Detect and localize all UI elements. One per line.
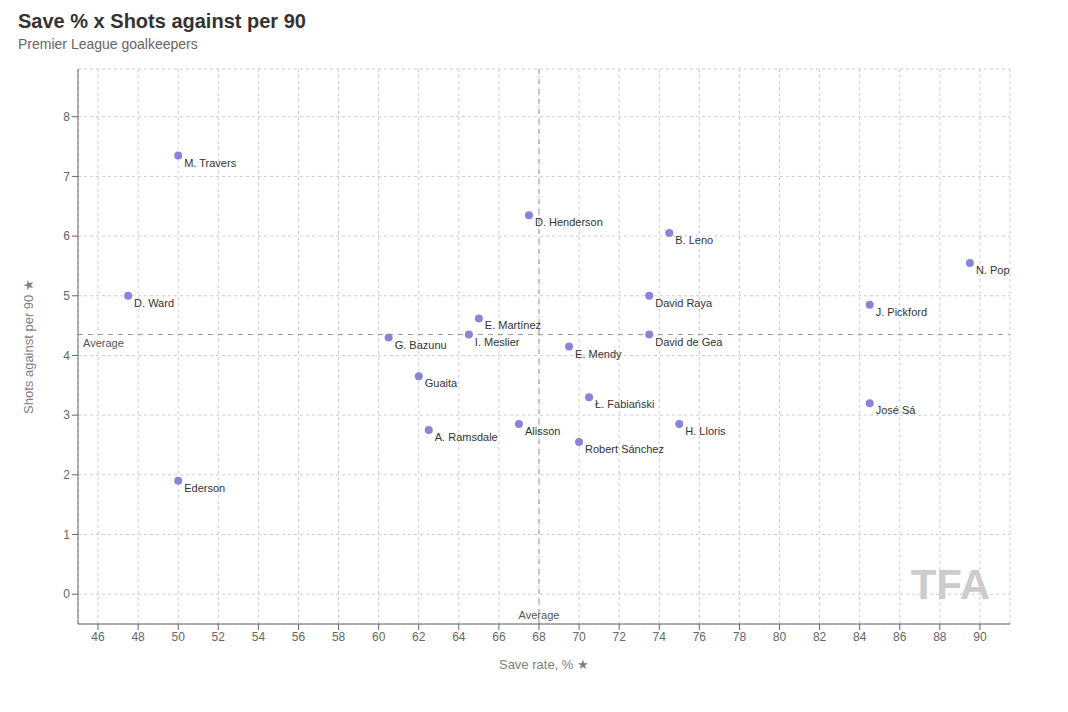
svg-text:82: 82	[813, 630, 827, 644]
svg-text:N. Pope: N. Pope	[976, 264, 1010, 276]
svg-text:52: 52	[212, 630, 226, 644]
svg-text:64: 64	[452, 630, 466, 644]
svg-text:4: 4	[63, 349, 70, 363]
svg-text:76: 76	[693, 630, 707, 644]
svg-text:I. Meslier: I. Meslier	[475, 336, 520, 348]
svg-text:70: 70	[572, 630, 586, 644]
svg-text:54: 54	[252, 630, 266, 644]
svg-text:Guaita: Guaita	[425, 377, 458, 389]
svg-text:G. Bazunu: G. Bazunu	[395, 339, 447, 351]
svg-text:A. Ramsdale: A. Ramsdale	[435, 431, 498, 443]
svg-text:J. Pickford: J. Pickford	[876, 306, 927, 318]
svg-text:74: 74	[653, 630, 667, 644]
svg-text:David de Gea: David de Gea	[655, 336, 723, 348]
svg-text:M. Travers: M. Travers	[184, 157, 236, 169]
svg-text:80: 80	[773, 630, 787, 644]
svg-text:David Raya: David Raya	[655, 297, 713, 309]
svg-text:66: 66	[492, 630, 506, 644]
svg-text:0: 0	[63, 587, 70, 601]
svg-text:3: 3	[63, 408, 70, 422]
svg-text:B. Leno: B. Leno	[675, 234, 713, 246]
svg-text:Average: Average	[519, 609, 560, 621]
svg-text:D. Ward: D. Ward	[134, 297, 174, 309]
svg-text:86: 86	[893, 630, 907, 644]
svg-text:Alisson: Alisson	[525, 425, 560, 437]
svg-text:7: 7	[63, 170, 70, 184]
svg-text:Ł. Fabiański: Ł. Fabiański	[595, 398, 654, 410]
svg-text:46: 46	[91, 630, 105, 644]
svg-text:56: 56	[292, 630, 306, 644]
html-text:Save % x Shots against per 90: Save % x Shots against per 90	[18, 10, 306, 32]
svg-text:José Sá: José Sá	[876, 404, 917, 416]
svg-text:E. Martínez: E. Martínez	[485, 319, 541, 331]
svg-text:2: 2	[63, 468, 70, 482]
svg-text:Save rate, % ★: Save rate, % ★	[499, 657, 589, 672]
svg-text:8: 8	[63, 110, 70, 124]
svg-text:Ederson: Ederson	[184, 482, 225, 494]
svg-text:84: 84	[853, 630, 867, 644]
svg-text:6: 6	[63, 229, 70, 243]
svg-text:72: 72	[612, 630, 626, 644]
svg-text:58: 58	[332, 630, 346, 644]
svg-text:D. Henderson: D. Henderson	[535, 216, 603, 228]
svg-text:90: 90	[973, 630, 987, 644]
html-text:TFA: TFA	[910, 561, 990, 608]
svg-text:Average: Average	[83, 337, 124, 349]
svg-text:60: 60	[372, 630, 386, 644]
svg-text:48: 48	[131, 630, 145, 644]
html-text:Premier League goalkeepers: Premier League goalkeepers	[18, 36, 198, 52]
svg-text:E. Mendy: E. Mendy	[575, 348, 622, 360]
svg-text:Robert Sánchez: Robert Sánchez	[585, 443, 664, 455]
svg-text:62: 62	[412, 630, 426, 644]
svg-text:68: 68	[532, 630, 546, 644]
svg-text:50: 50	[172, 630, 186, 644]
svg-text:Shots against per 90 ★: Shots against per 90 ★	[21, 279, 36, 414]
svg-text:H. Lloris: H. Lloris	[685, 425, 726, 437]
svg-text:5: 5	[63, 289, 70, 303]
svg-text:88: 88	[933, 630, 947, 644]
svg-text:78: 78	[733, 630, 747, 644]
svg-text:1: 1	[63, 528, 70, 542]
